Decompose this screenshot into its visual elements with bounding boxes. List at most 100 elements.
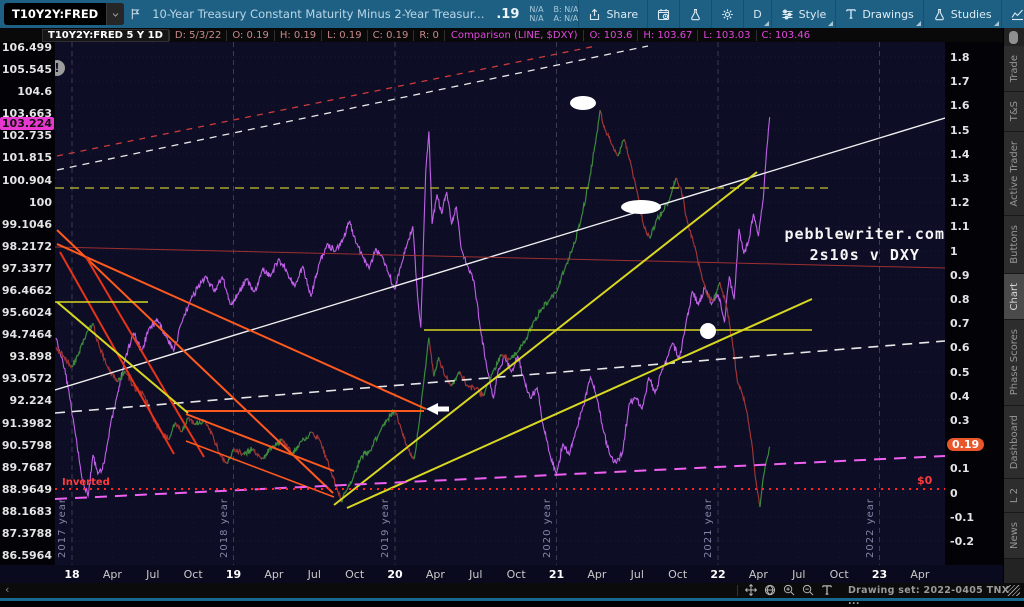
right-axis-label: 0.3 bbox=[950, 414, 970, 427]
toolbar-patterns-button[interactable]: Patterns bbox=[1000, 0, 1024, 28]
sidebar-tab-active-trader[interactable]: Active Trader bbox=[1004, 131, 1024, 217]
time-axis-label: Oct bbox=[829, 568, 849, 581]
magenta-dashed-support bbox=[55, 455, 945, 500]
sidebar-scrollbar[interactable] bbox=[1009, 31, 1018, 44]
dropdown-corner-icon bbox=[828, 21, 834, 26]
white-solid-channel bbox=[55, 117, 945, 391]
dropdown-corner-icon bbox=[993, 21, 999, 26]
comparison-field: C: 103.46 bbox=[755, 29, 816, 41]
time-axis[interactable]: 18 Apr Jul Oct 19 Apr Jul Oct 20 Apr Jul Oct 21 Apr Ju… bbox=[0, 565, 1003, 583]
red-steep-2 bbox=[85, 256, 205, 458]
time-axis-label: 23 bbox=[871, 568, 888, 581]
bid-ask-block: B: N/A A: N/A bbox=[554, 5, 579, 23]
toolbar-button-group: Share D Style Drawings Studies Patterns bbox=[578, 0, 1024, 28]
time-axis-label: 18 bbox=[64, 568, 80, 581]
text-tool-icon[interactable] bbox=[821, 584, 833, 596]
right-axis-label: -0.2 bbox=[950, 535, 975, 548]
right-price-axis[interactable]: 1.8 1.7 1.6 1.5 1.4 1.3 1.2 1.1 1 0.9 0.8 0.7 0.6 0.5… bbox=[945, 42, 1003, 565]
orange-wedge-top bbox=[185, 413, 335, 472]
sidebar-tab-buttons[interactable]: Buttons bbox=[1004, 216, 1024, 274]
bid-label: B: N/A bbox=[553, 5, 579, 14]
left-axis-label: 93.0572 bbox=[1, 372, 52, 386]
left-axis-label: 100.904 bbox=[1, 173, 52, 187]
time-axis-label: Apr bbox=[910, 568, 930, 581]
right-axis-label: 1.4 bbox=[950, 147, 970, 161]
symbol-box[interactable]: T10Y2Y:FRED bbox=[4, 3, 125, 25]
dxy-comparison-line[interactable] bbox=[55, 117, 771, 499]
status-divider bbox=[737, 585, 738, 596]
last-value: .19 bbox=[496, 6, 520, 22]
toolbar-timeframe-button[interactable]: D bbox=[743, 0, 770, 28]
comparison-fields: O: 103.6 H: 103.67 L: 103.03 C: 103.46 bbox=[583, 29, 816, 41]
chart-markers: ! bbox=[55, 60, 716, 415]
sidebar-tab-chart[interactable]: Chart bbox=[1004, 273, 1024, 321]
scroll-left-button[interactable]: ‹ bbox=[5, 583, 10, 596]
time-axis-label: Apr bbox=[102, 568, 122, 581]
chart-tool-icons bbox=[745, 584, 833, 596]
orange-fan-steep bbox=[56, 229, 334, 494]
trendline-drawings[interactable] bbox=[55, 45, 945, 509]
symbol-dropdown-button[interactable] bbox=[106, 3, 125, 25]
sidebar-tab-l-2[interactable]: L 2 bbox=[1004, 479, 1024, 514]
t10y2y-line-down[interactable] bbox=[55, 110, 761, 508]
left-axis-label: 106.499 bbox=[1, 41, 52, 54]
time-axis-label: Apr bbox=[264, 568, 284, 581]
resize-grip[interactable] bbox=[1007, 585, 1020, 596]
time-axis-label: Apr bbox=[587, 568, 607, 581]
toolbar-notes-button[interactable] bbox=[647, 0, 679, 28]
toolbar-studies-button[interactable]: Studies bbox=[922, 0, 1001, 28]
time-axis-label: Apr bbox=[425, 568, 445, 581]
gadget-sidebar: Trade T&S Active Trader Buttons Chart Phase S… bbox=[1003, 28, 1024, 598]
flask-icon bbox=[933, 8, 946, 21]
toolbar-style-button[interactable]: Style bbox=[770, 0, 836, 28]
status-bar: ‹ Drawing set: 2022-0405 TNX ... bbox=[0, 583, 1024, 607]
left-axis-label: 105.545 bbox=[1, 63, 52, 77]
pattern-icon bbox=[1011, 8, 1024, 21]
sidebar-tab-news[interactable]: News bbox=[1004, 513, 1024, 560]
sidebar-tab-dashboard[interactable]: Dashboard bbox=[1004, 405, 1024, 479]
sidebar-tab-phase-scores[interactable]: Phase Scores bbox=[1004, 320, 1024, 406]
toolbar-share-button[interactable]: Share bbox=[578, 0, 647, 28]
left-axis-label: 98.2172 bbox=[1, 239, 52, 253]
zoom-out-icon[interactable] bbox=[802, 584, 814, 596]
sidebar-tab-trade[interactable]: Trade bbox=[1004, 46, 1024, 93]
toolbar-drawings-button[interactable]: Drawings bbox=[835, 0, 922, 28]
link-charts-icon[interactable] bbox=[130, 8, 142, 20]
left-arrow-marker bbox=[426, 403, 449, 415]
right-axis-label: 0.4 bbox=[950, 389, 970, 403]
toolbar-button-label: Drawings bbox=[862, 7, 914, 21]
dropdown-corner-icon bbox=[763, 21, 769, 26]
left-axis-price-badge: 103.224 bbox=[0, 117, 54, 130]
left-axis-label: 89.7687 bbox=[1, 460, 52, 474]
instrument-title: 10-Year Treasury Constant Maturity Minus… bbox=[152, 7, 485, 21]
time-axis-label: Jul bbox=[146, 568, 160, 581]
quote-size-bottom: N/A bbox=[529, 14, 544, 23]
orange-wedge-bottom bbox=[185, 440, 335, 498]
sidebar-tab-label: L 2 bbox=[1008, 488, 1020, 504]
globe-icon[interactable] bbox=[764, 584, 776, 596]
right-axis-label: 1 bbox=[950, 244, 958, 258]
drawing-set-label: Drawing set: 2022-0405 TNX ... bbox=[848, 585, 1010, 607]
ohlc-field: O: 0.19 bbox=[226, 29, 274, 41]
ohlc-field: D: 5/3/22 bbox=[168, 29, 227, 41]
left-price-axis[interactable]: 106.499 105.545 104.6 103.663 102.735 101.815… bbox=[0, 41, 55, 565]
sidebar-tab-label: Chart bbox=[1008, 282, 1020, 311]
left-axis-label: 88.9649 bbox=[1, 482, 52, 496]
time-axis-label: Apr bbox=[748, 568, 768, 581]
right-axis-label: 1.6 bbox=[950, 99, 970, 113]
chart-plot[interactable]: ! bbox=[55, 42, 945, 565]
comparison-field: O: 103.6 bbox=[583, 29, 638, 41]
toolbar-button-label: Studies bbox=[950, 7, 992, 21]
move-icon[interactable] bbox=[745, 584, 757, 596]
toolbar-analysis-button[interactable] bbox=[679, 0, 711, 28]
zoom-in-icon[interactable] bbox=[783, 584, 795, 596]
left-axis-label: 93.898 bbox=[9, 350, 52, 364]
comparison-field: L: 103.03 bbox=[697, 29, 756, 41]
toolbar-settings-button[interactable] bbox=[711, 0, 743, 28]
right-axis-label: 1.3 bbox=[950, 172, 970, 185]
left-axis-label: 104.6 bbox=[17, 85, 52, 99]
sidebar-tab-t-s[interactable]: T&S bbox=[1004, 92, 1024, 132]
sidebar-tab-label: Dashboard bbox=[1008, 414, 1020, 469]
time-axis-label: Oct bbox=[183, 568, 203, 581]
yellow-rising-steep bbox=[333, 171, 758, 506]
